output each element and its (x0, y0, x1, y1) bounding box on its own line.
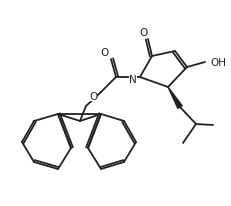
Text: O: O (89, 91, 97, 102)
Text: N: N (129, 75, 137, 85)
Text: O: O (139, 28, 147, 38)
Text: O: O (100, 48, 108, 58)
Polygon shape (168, 88, 182, 109)
Text: OH: OH (210, 58, 226, 68)
